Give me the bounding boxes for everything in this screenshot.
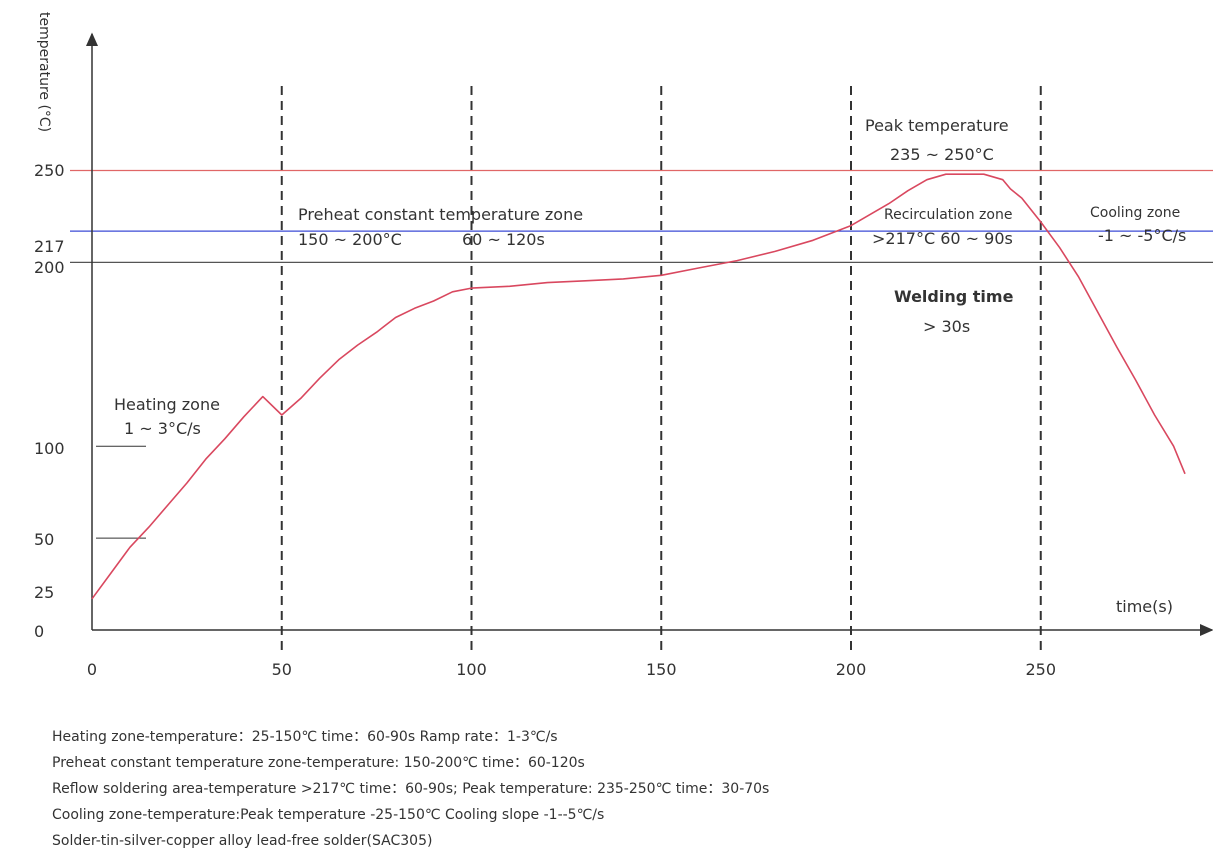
- cooling-zone-title: Cooling zone: [1090, 205, 1180, 221]
- y-tick-label-50: 50: [34, 530, 54, 549]
- x-axis-label: time(s): [1116, 597, 1173, 616]
- preheat-zone-title: Preheat constant temperature zone: [298, 205, 583, 224]
- y-tick-label-217: 217: [34, 237, 65, 256]
- process-notes: Heating zone-temperature：25-150℃ time：60…: [52, 724, 1172, 854]
- note-solder-alloy: Solder-tin-silver-copper alloy lead-free…: [52, 833, 433, 849]
- cooling-zone-rate: -1 ~ -5°C/s: [1098, 226, 1186, 245]
- recirculation-zone-title: Recirculation zone: [884, 207, 1012, 223]
- y-tick-label-0: 0: [34, 622, 44, 641]
- preheat-zone-time: 60 ~ 120s: [462, 230, 545, 249]
- reflow-profile-chart: 0 25 50 100 200 217 250 0 50 100 150 200 250 tempera…: [34, 12, 1213, 679]
- note-reflow-zone: Reflow soldering area-temperature >217℃ …: [52, 781, 770, 797]
- note-cooling-zone: Cooling zone-temperature:Peak temperatur…: [52, 807, 605, 823]
- y-tick-label-250: 250: [34, 161, 65, 180]
- note-preheat-zone: Preheat constant temperature zone-temper…: [52, 755, 585, 771]
- welding-time-value: > 30s: [923, 317, 970, 336]
- x-tick-label-250: 250: [1025, 660, 1056, 679]
- welding-time-title: Welding time: [894, 287, 1014, 306]
- peak-temperature-range: 235 ~ 250°C: [890, 145, 994, 164]
- x-tick-label-200: 200: [836, 660, 867, 679]
- x-tick-label-50: 50: [272, 660, 292, 679]
- y-axis-label: temperature (°C): [36, 12, 52, 132]
- peak-temperature-title: Peak temperature: [865, 116, 1009, 135]
- note-heating-zone: Heating zone-temperature：25-150℃ time：60…: [52, 729, 558, 745]
- heating-zone-rate: 1 ~ 3°C/s: [124, 419, 201, 438]
- preheat-zone-temp: 150 ~ 200°C: [298, 230, 402, 249]
- y-tick-label-200: 200: [34, 258, 65, 277]
- heating-zone-title: Heating zone: [114, 395, 220, 414]
- y-tick-label-100: 100: [34, 439, 65, 458]
- x-tick-label-100: 100: [456, 660, 487, 679]
- x-tick-label-150: 150: [646, 660, 677, 679]
- y-tick-label-25: 25: [34, 583, 54, 602]
- x-tick-label-0: 0: [87, 660, 97, 679]
- temperature-profile-line: [91, 173, 1186, 600]
- recirculation-zone-detail: >217°C 60 ~ 90s: [872, 229, 1013, 248]
